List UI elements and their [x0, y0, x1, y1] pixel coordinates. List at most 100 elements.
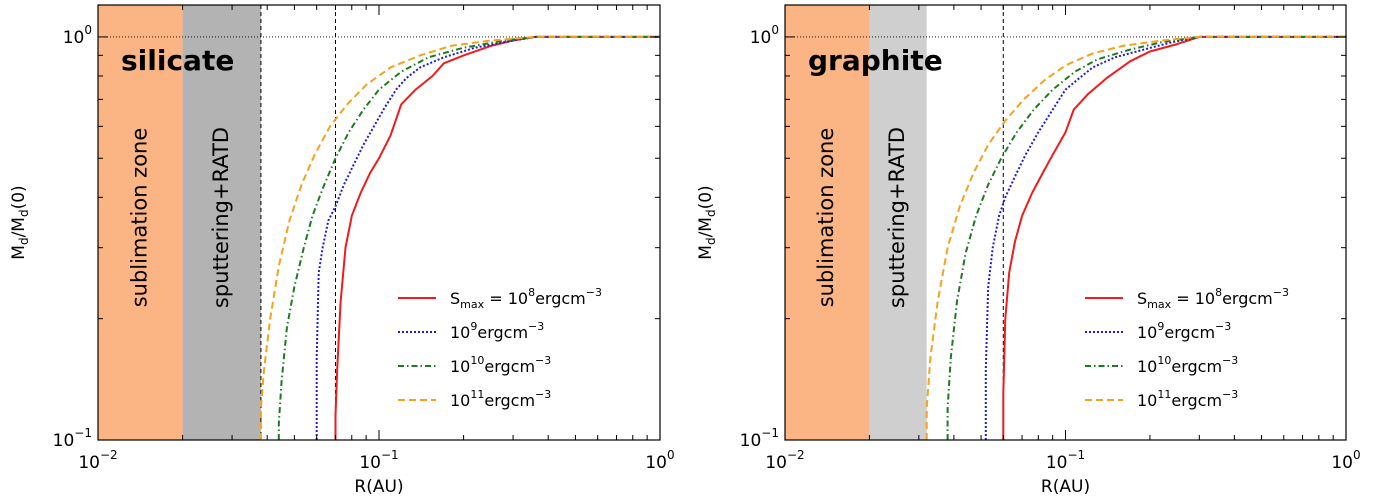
ylabel-part: (0) [696, 185, 716, 209]
ylabel-part: (0) [9, 185, 29, 209]
zone-band [98, 5, 183, 440]
series-line-4 [925, 35, 1346, 440]
ylabel-subscript: d [704, 237, 718, 245]
legend-label: Smax = 108ergcm−3 [450, 286, 602, 311]
legend-base: 10 [1137, 357, 1157, 376]
legend-subscript: max [1147, 298, 1171, 311]
legend-unit-exponent: −3 [1273, 286, 1289, 299]
legend-base: 10 [450, 357, 470, 376]
legend-exponent: 11 [1157, 388, 1171, 401]
legend-exponent: 8 [1215, 286, 1222, 299]
y-tick-label: 10−1 [53, 426, 92, 451]
legend-base: 10 [1137, 323, 1157, 342]
legend-unit: ergcm [1171, 357, 1222, 376]
legend-base: = 10 [484, 289, 528, 308]
tick-exponent: −1 [381, 448, 399, 462]
tick-exponent: 0 [771, 23, 779, 37]
series-line-1 [1002, 35, 1346, 440]
tick-base: 10 [1046, 453, 1068, 473]
series-line-3 [277, 35, 660, 440]
y-axis-label: Md/Md(0) [696, 185, 718, 259]
tick-base: 10 [63, 28, 85, 48]
x-tick-label: 10−2 [765, 448, 804, 473]
legend-label: Smax = 108ergcm−3 [1137, 286, 1289, 311]
legend-label: 109ergcm−3 [1137, 320, 1231, 342]
legend-unit-exponent: −3 [1215, 320, 1231, 333]
legend-unit-exponent: −3 [535, 354, 551, 367]
legend-unit: ergcm [1171, 391, 1222, 410]
ylabel-part: M [9, 245, 29, 260]
panel-title: silicate [121, 44, 234, 77]
legend-label: 1010ergcm−3 [450, 354, 551, 376]
series-line-2 [315, 35, 660, 440]
legend-label: 1011ergcm−3 [450, 388, 551, 410]
legend-subscript: max [460, 298, 484, 311]
x-axis-label: R(AU) [354, 477, 403, 497]
tick-exponent: −1 [74, 426, 92, 440]
ylabel-part: /M [9, 217, 29, 237]
tick-base: 10 [765, 453, 787, 473]
legend-unit-exponent: −3 [535, 388, 551, 401]
legend-prefix: S [1137, 289, 1147, 308]
legend-exponent: 10 [470, 354, 484, 367]
zone-label: sublimation zone [814, 128, 838, 308]
y-tick-label: 100 [750, 23, 779, 48]
series-line-2 [984, 35, 1346, 440]
legend-unit: ergcm [477, 323, 528, 342]
legend-exponent: 8 [528, 286, 535, 299]
series-line-4 [259, 35, 660, 440]
x-tick-label: 100 [645, 448, 674, 473]
legend-base: 10 [450, 391, 470, 410]
legend-unit-exponent: −3 [1222, 388, 1238, 401]
legend-exponent: 9 [1157, 320, 1164, 333]
legend-unit: ergcm [484, 357, 535, 376]
zone-label: sputtering+RATD [209, 127, 233, 308]
x-tick-label: 10−2 [78, 448, 117, 473]
legend-label: 1011ergcm−3 [1137, 388, 1238, 410]
y-tick-label: 100 [63, 23, 92, 48]
y-tick-label: 10−1 [740, 426, 779, 451]
tick-exponent: −2 [100, 448, 118, 462]
legend-label: 1010ergcm−3 [1137, 354, 1238, 376]
legend-unit-exponent: −3 [586, 286, 602, 299]
legend-unit-exponent: −3 [528, 320, 544, 333]
tick-base: 10 [1331, 453, 1353, 473]
ylabel-part: /M [696, 217, 716, 237]
legend-prefix: S [450, 289, 460, 308]
x-axis-label: R(AU) [1041, 477, 1090, 497]
legend-exponent: 9 [470, 320, 477, 333]
tick-base: 10 [645, 453, 667, 473]
ylabel-subscript: d [17, 237, 31, 245]
ylabel-subscript: d [17, 209, 31, 217]
legend-base: 10 [450, 323, 470, 342]
tick-base: 10 [359, 453, 381, 473]
series-line-3 [946, 35, 1346, 440]
legend-label: 109ergcm−3 [450, 320, 544, 342]
y-axis-label: Md/Md(0) [9, 185, 31, 259]
tick-base: 10 [53, 431, 75, 451]
legend-exponent: 10 [1157, 354, 1171, 367]
legend-unit: ergcm [535, 289, 586, 308]
tick-exponent: −1 [1067, 448, 1085, 462]
zone-band [182, 5, 261, 440]
legend-base: = 10 [1171, 289, 1215, 308]
zone-label: sublimation zone [127, 128, 151, 308]
tick-exponent: 0 [84, 23, 92, 37]
tick-exponent: −1 [761, 426, 779, 440]
x-tick-label: 100 [1331, 448, 1360, 473]
tick-base: 10 [78, 453, 100, 473]
zone-band [785, 5, 870, 440]
legend-unit: ergcm [484, 391, 535, 410]
legend-unit-exponent: −3 [1222, 354, 1238, 367]
legend-exponent: 11 [470, 388, 484, 401]
x-tick-label: 10−1 [359, 448, 398, 473]
tick-base: 10 [750, 28, 772, 48]
tick-base: 10 [740, 431, 762, 451]
legend-unit: ergcm [1164, 323, 1215, 342]
zone-band [869, 5, 927, 440]
series-line-1 [334, 35, 660, 440]
ylabel-part: M [696, 245, 716, 260]
